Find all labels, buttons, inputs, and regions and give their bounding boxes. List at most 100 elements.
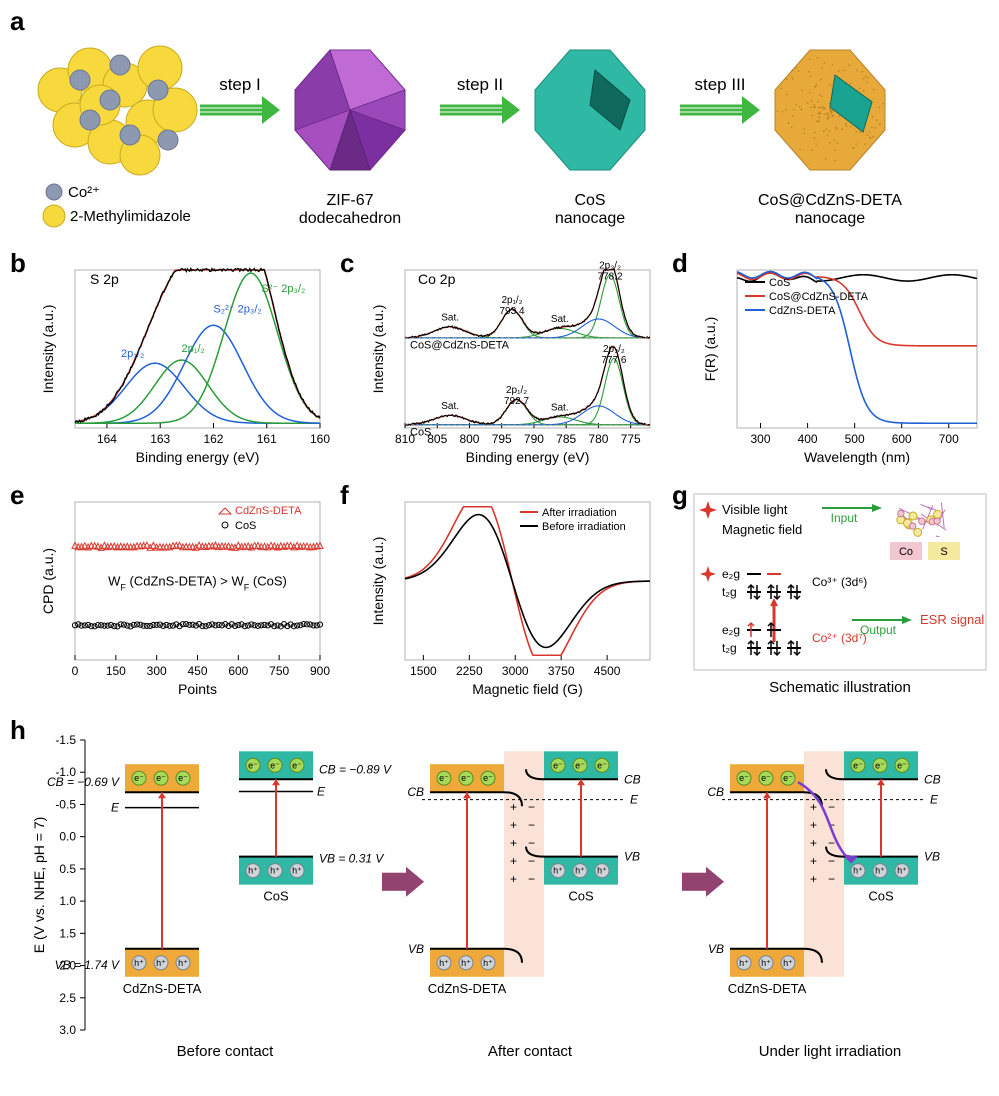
svg-text:+: + — [810, 854, 817, 868]
svg-text:h⁺: h⁺ — [553, 866, 563, 876]
svg-text:Sat.: Sat. — [551, 314, 569, 325]
svg-text:300: 300 — [751, 432, 771, 446]
svg-text:e⁻: e⁻ — [134, 773, 144, 783]
svg-text:Output: Output — [860, 623, 897, 637]
svg-text:nanocage: nanocage — [555, 210, 625, 227]
panel-d-uvvis: 300400500600700Wavelength (nm)F(R) (a.u.… — [692, 260, 988, 470]
svg-text:E: E — [930, 793, 939, 807]
svg-text:E: E — [317, 785, 326, 799]
panel-label-d: d — [672, 248, 688, 279]
svg-text:VB: VB — [624, 850, 640, 864]
svg-text:3000: 3000 — [502, 664, 529, 678]
svg-text:-1.5: -1.5 — [55, 733, 76, 747]
svg-text:Intensity (a.u.): Intensity (a.u.) — [370, 537, 386, 626]
svg-text:VB = 0.31 V: VB = 0.31 V — [319, 852, 384, 866]
svg-text:790: 790 — [524, 432, 544, 446]
svg-text:h⁺: h⁺ — [248, 866, 258, 876]
svg-text:Before irradiation: Before irradiation — [542, 521, 626, 533]
panel-f-esr: 15002250300037504500Magnetic field (G)In… — [360, 492, 660, 702]
svg-text:e⁻: e⁻ — [461, 773, 471, 783]
svg-text:step I: step I — [219, 75, 261, 94]
svg-text:792.7: 792.7 — [504, 396, 529, 407]
svg-text:-0.5: -0.5 — [55, 797, 76, 811]
svg-text:777.6: 777.6 — [601, 355, 626, 366]
svg-text:160: 160 — [310, 432, 330, 446]
svg-text:e⁻: e⁻ — [178, 773, 188, 783]
svg-text:2p₁/₂: 2p₁/₂ — [506, 385, 527, 396]
svg-text:+: + — [510, 800, 517, 814]
svg-text:CdZnS-DETA: CdZnS-DETA — [428, 981, 507, 996]
panel-b-xps-s2p: 164163162161160Binding energy (eV)Intens… — [30, 260, 330, 470]
svg-text:ZIF-67: ZIF-67 — [326, 192, 373, 209]
svg-text:−: − — [528, 836, 535, 850]
svg-text:h⁺: h⁺ — [439, 958, 449, 968]
svg-text:CoS@CdZnS-DETA: CoS@CdZnS-DETA — [769, 291, 869, 303]
svg-text:E: E — [111, 801, 120, 815]
svg-text:CB: CB — [924, 772, 941, 786]
panel-label-c: c — [340, 248, 354, 279]
svg-text:Co: Co — [899, 546, 913, 558]
svg-text:778.2: 778.2 — [598, 271, 623, 282]
svg-text:+: + — [510, 872, 517, 886]
svg-text:150: 150 — [106, 664, 126, 678]
panel-label-h: h — [10, 715, 26, 746]
svg-text:h⁺: h⁺ — [134, 958, 144, 968]
svg-text:ESR signal: ESR signal — [920, 612, 984, 627]
svg-text:1.0: 1.0 — [59, 894, 76, 908]
svg-text:CB = −0.69 V: CB = −0.69 V — [47, 775, 120, 789]
svg-text:−: − — [528, 800, 535, 814]
svg-text:h⁺: h⁺ — [483, 958, 493, 968]
svg-text:500: 500 — [845, 432, 865, 446]
svg-text:+: + — [810, 818, 817, 832]
svg-text:h⁺: h⁺ — [178, 958, 188, 968]
svg-text:−: − — [828, 872, 835, 886]
svg-text:S²⁻ 2p₃/₂: S²⁻ 2p₃/₂ — [261, 283, 305, 295]
svg-text:e⁻: e⁻ — [783, 773, 793, 783]
svg-text:2.5: 2.5 — [59, 991, 76, 1005]
svg-text:450: 450 — [187, 664, 207, 678]
svg-text:h⁺: h⁺ — [783, 958, 793, 968]
panel-c-xps-co2p: 810805800795790785780775Binding energy (… — [360, 260, 660, 470]
svg-text:h⁺: h⁺ — [156, 958, 166, 968]
svg-text:CoS: CoS — [574, 192, 605, 209]
svg-text:2p₃/₂: 2p₃/₂ — [599, 260, 621, 271]
svg-text:h⁺: h⁺ — [461, 958, 471, 968]
svg-text:E (V vs. NHE, pH = 7): E (V vs. NHE, pH = 7) — [31, 817, 47, 954]
svg-text:CB: CB — [624, 772, 641, 786]
svg-text:h⁺: h⁺ — [739, 958, 749, 968]
svg-text:dodecahedron: dodecahedron — [299, 210, 401, 227]
panel-label-f: f — [340, 480, 349, 511]
svg-text:162: 162 — [203, 432, 223, 446]
svg-text:e₂g: e₂g — [722, 567, 740, 581]
svg-text:Binding energy (eV): Binding energy (eV) — [466, 449, 590, 465]
svg-text:Co 2p: Co 2p — [418, 271, 456, 287]
svg-text:Visible light: Visible light — [722, 502, 788, 517]
svg-text:+: + — [810, 800, 817, 814]
svg-text:2250: 2250 — [456, 664, 483, 678]
svg-text:e⁻: e⁻ — [875, 760, 885, 770]
svg-text:Input: Input — [831, 511, 858, 525]
svg-text:CoS: CoS — [410, 426, 431, 438]
panel-a-schematic: Co²⁺2-MethylimidazoleZIF-67dodecahedronC… — [30, 20, 970, 240]
svg-text:2p₁/₂: 2p₁/₂ — [121, 348, 144, 360]
svg-text:164: 164 — [97, 432, 117, 446]
svg-text:1.5: 1.5 — [59, 926, 76, 940]
svg-text:+: + — [510, 854, 517, 868]
svg-text:VB = 1.74 V: VB = 1.74 V — [55, 958, 120, 972]
svg-text:h⁺: h⁺ — [292, 866, 302, 876]
svg-text:h⁺: h⁺ — [897, 866, 907, 876]
svg-text:CB = −0.89 V: CB = −0.89 V — [319, 762, 392, 776]
svg-text:h⁺: h⁺ — [875, 866, 885, 876]
svg-text:E: E — [630, 793, 639, 807]
svg-text:step II: step II — [457, 75, 503, 94]
figure-root: a b c d e f g h Co²⁺2-MethylimidazoleZIF… — [0, 0, 999, 1096]
svg-text:Points: Points — [178, 681, 217, 697]
svg-text:S: S — [940, 546, 947, 558]
svg-text:2p₁/₂: 2p₁/₂ — [501, 295, 522, 306]
panel-g-schematic: Visible lightMagnetic fieldInputCoSe₂gt₂… — [692, 492, 988, 707]
svg-text:795: 795 — [492, 432, 512, 446]
svg-text:161: 161 — [257, 432, 277, 446]
svg-text:750: 750 — [269, 664, 289, 678]
svg-text:Co²⁺ (3d⁷): Co²⁺ (3d⁷) — [812, 631, 867, 645]
svg-text:CPD (a.u.): CPD (a.u.) — [40, 548, 56, 614]
